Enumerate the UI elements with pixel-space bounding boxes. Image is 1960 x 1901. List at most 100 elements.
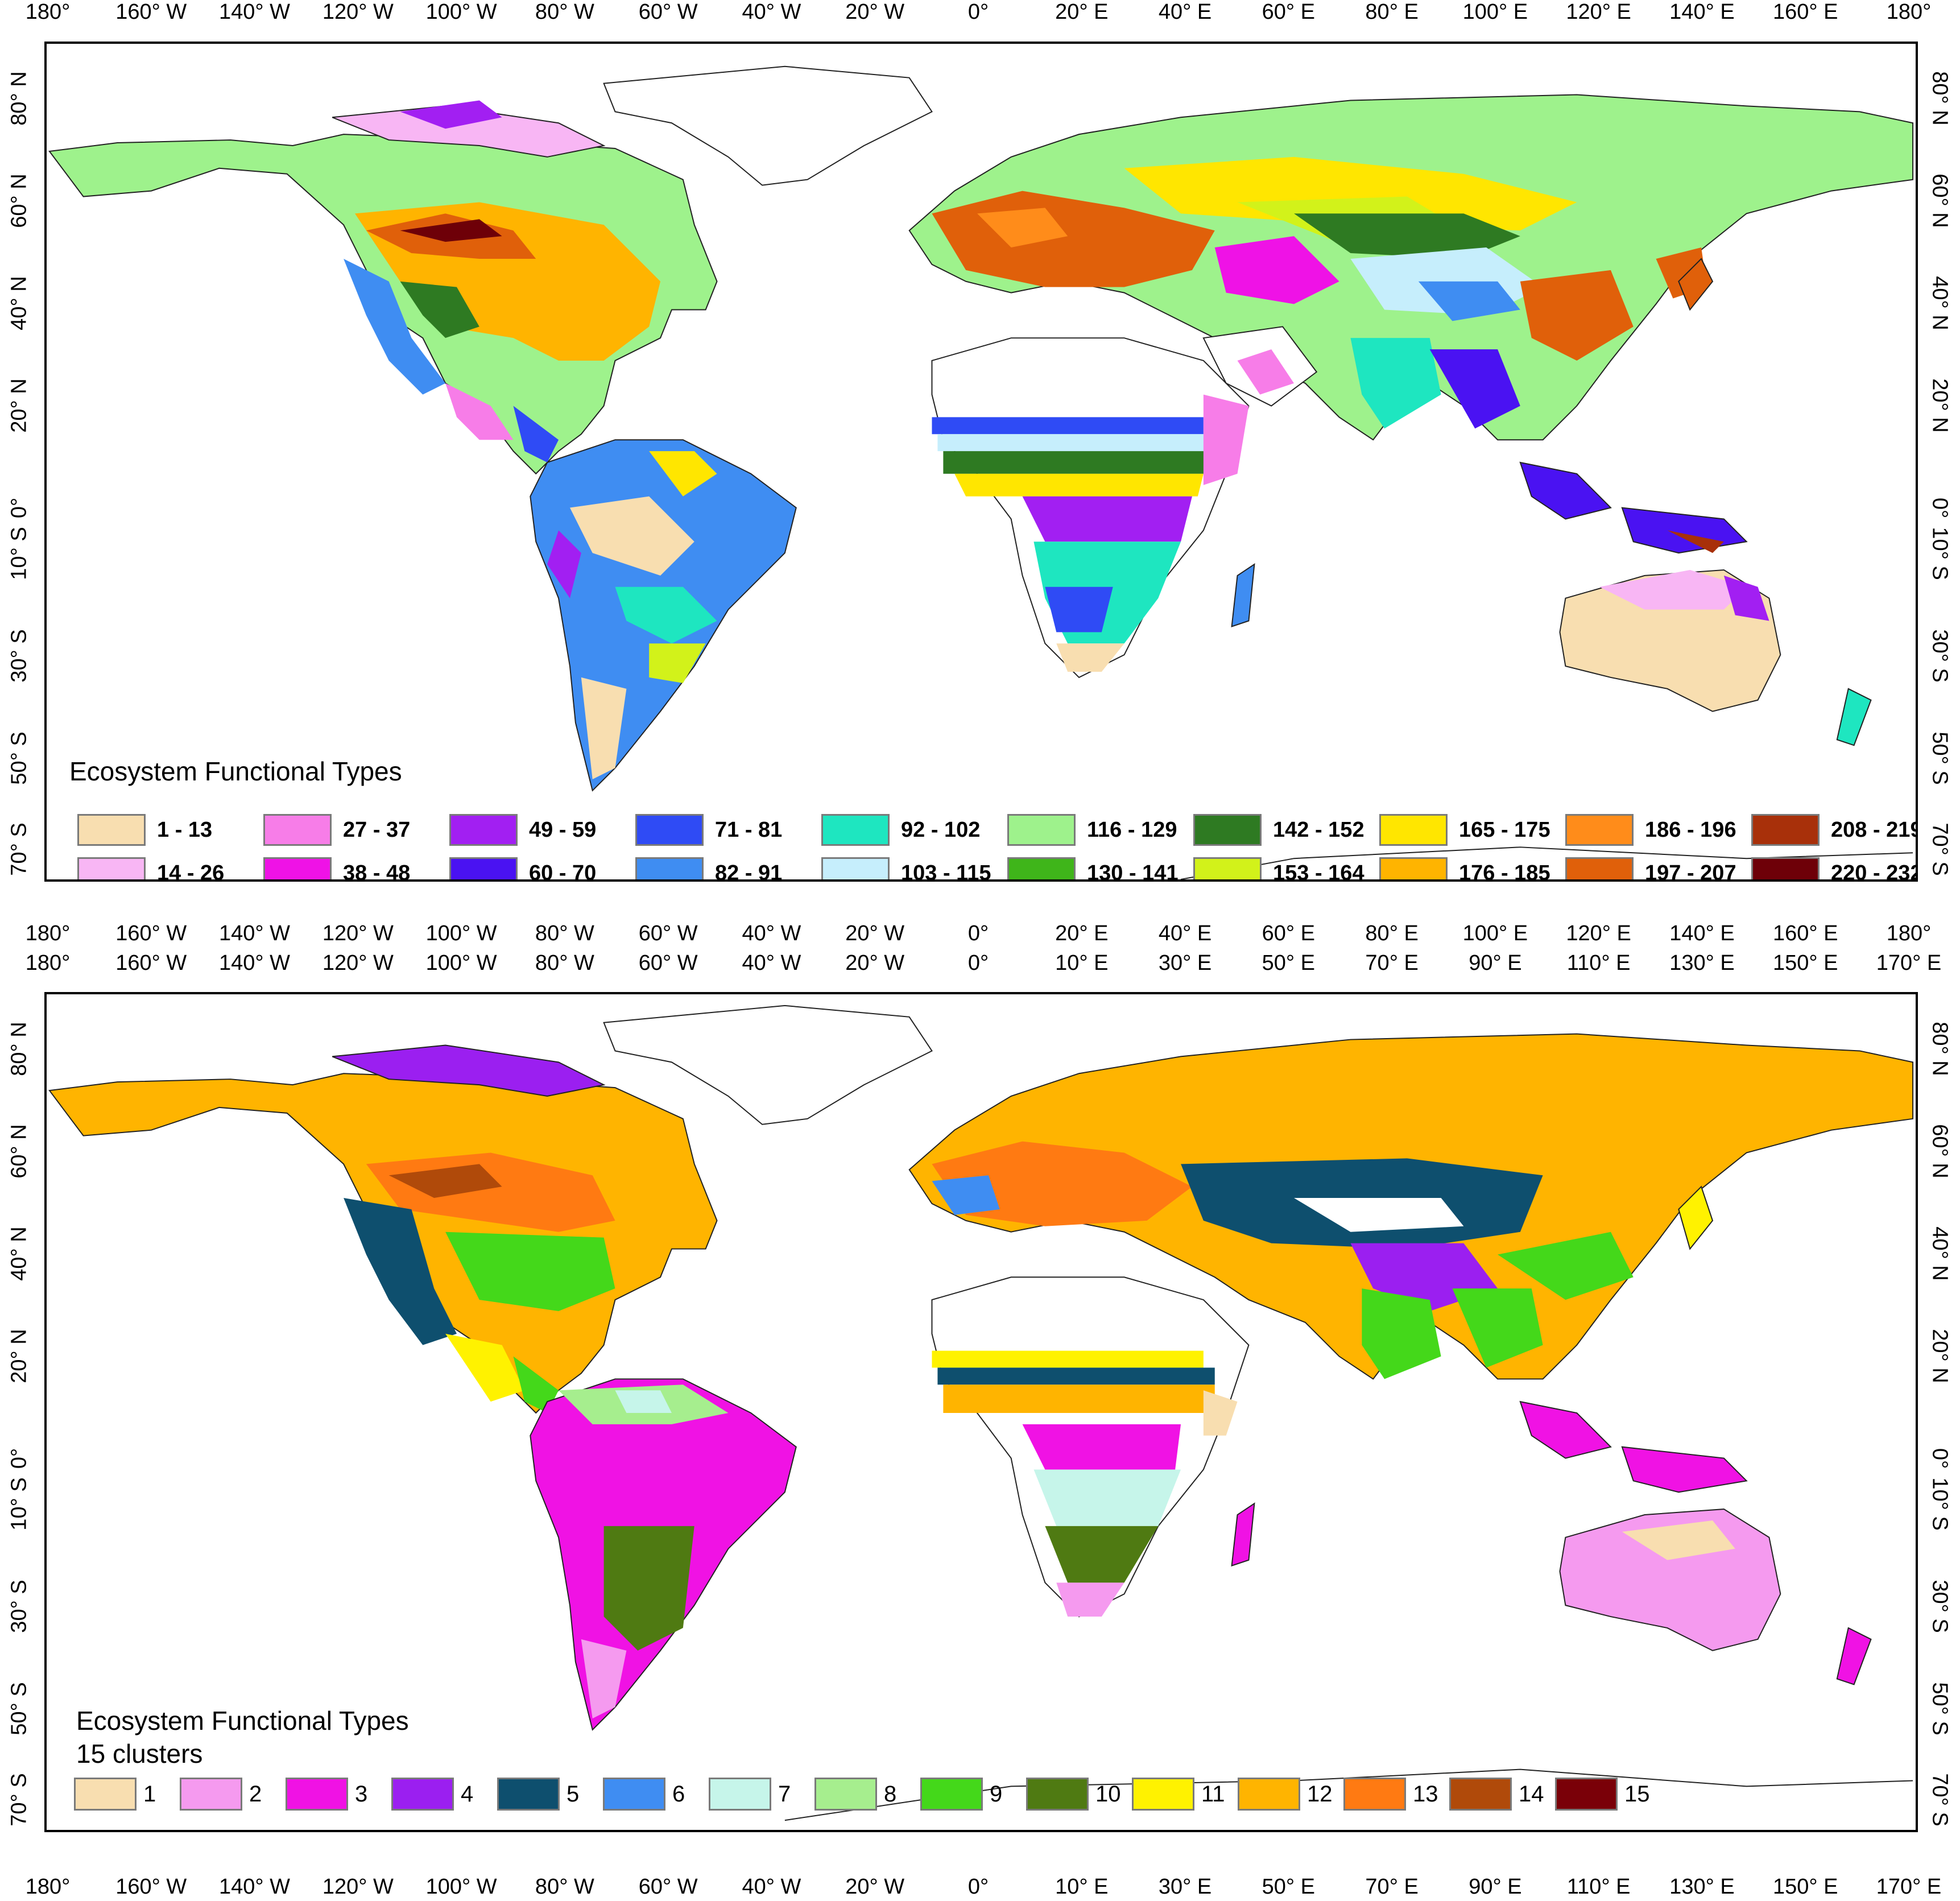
legend-item: 153 - 164 [1193,856,1379,879]
latitude-tick-label: 30° S [7,629,31,683]
legend-item: 14 [1449,1777,1555,1811]
latitude-tick-label: 30° S [1928,629,1952,683]
latitude-tick-label: 10° S [7,527,31,580]
longitude-tick-label: 60° W [638,1875,698,1899]
legend-item: 7 [709,1777,814,1811]
legend-item: 6 [603,1777,709,1811]
legend-label: 82 - 91 [715,861,783,882]
longitude-tick-label: 80° W [535,0,594,24]
longitude-tick-label: 0° [967,0,989,24]
latitude-tick-label: 30° S [1928,1580,1952,1633]
latitude-tick-label: 50° S [7,732,31,785]
longitude-tick-label: 0° [967,951,989,975]
legend-item: 208 - 219 [1751,813,1916,847]
legend-title: Ecosystem Functional Types [76,1706,409,1735]
longitude-tick-label: 40° E [1158,921,1212,945]
longitude-tick-label: 140° W [219,1875,291,1899]
longitude-tick-label: 120° W [322,951,394,975]
longitude-tick-label: 70° E [1365,1875,1419,1899]
bottom-map-panel: Ecosystem Functional Types 15 clusters 1… [44,992,1918,1832]
longitude-tick-label: 130° E [1669,1875,1735,1899]
legend-item: 49 - 59 [449,813,635,847]
legend-item: 165 - 175 [1379,813,1565,847]
legend-label: 13 [1413,1781,1438,1807]
longitude-tick-label: 180° [25,1875,71,1899]
legend-item: 1 [74,1777,180,1811]
latitude-axis-right: 80° N 60° N 40° N 20° N 0° 10° S 30° S 50° S 70°… [1920,42,1954,882]
legend-label: 116 - 129 [1087,817,1177,842]
longitude-tick-label: 120° W [322,921,394,945]
longitude-tick-label: 100° E [1462,921,1528,945]
legend-swatch [821,814,890,846]
longitude-tick-label: 160° W [115,921,187,945]
longitude-tick-label: 10° E [1055,951,1109,975]
legend-item: 9 [920,1777,1026,1811]
legend: 1 - 13 27 - 37 49 - 59 71 - 81 92 - 102 116 -… [77,813,1918,882]
legend-item: 116 - 129 [1007,813,1193,847]
legend-item: 71 - 81 [635,813,821,847]
legend-label: 5 [567,1781,580,1807]
longitude-tick-label: 100° W [425,0,497,24]
legend-label: 142 - 152 [1273,817,1364,842]
longitude-tick-label: 50° E [1262,951,1316,975]
legend-swatch [449,857,518,879]
longitude-tick-label: 170° E [1876,1875,1942,1899]
legend-label: 220 - 232 [1831,861,1918,882]
longitude-tick-label: 100° E [1462,0,1528,24]
greenland-landmass [603,1005,933,1125]
longitude-tick-label: 40° E [1158,0,1212,24]
bottom-panel-top-longitude-axis: 180° 160° W 140° W 120° W 100° W 80° W 60° W 40… [0,951,1960,976]
latitude-tick-label: 40° N [1928,1226,1952,1281]
longitude-tick-label: 90° E [1469,1875,1522,1899]
longitude-tick-label: 120° W [322,1875,394,1899]
longitude-tick-label: 0° [967,1875,989,1899]
ecosystem-functional-types-map [48,65,1914,879]
legend-item: 220 - 232 [1751,856,1918,882]
latitude-tick-label: 80° N [1928,1022,1952,1076]
bottom-longitude-axis: 180° 160° W 140° W 120° W 100° W 80° W 60° W 40… [0,1875,1960,1900]
legend-label: 4 [461,1781,474,1807]
longitude-tick-label: 110° E [1566,951,1631,975]
legend-label: 14 [1519,1781,1544,1807]
latitude-tick-label: 40° N [1928,276,1952,330]
legend-label: 15 [1624,1781,1650,1807]
latitude-tick-label: 20° N [7,378,31,433]
legend-swatch [77,814,146,846]
ecosystem-clusters-map [48,1005,1914,1821]
latitude-tick-label: 0° [7,1448,31,1469]
legend-swatch [1555,1778,1618,1811]
latitude-tick-label: 0° [1928,497,1952,519]
latitude-tick-label: 0° [1928,1448,1952,1469]
latitude-tick-label: 20° N [1928,378,1952,433]
longitude-tick-label: 20° W [845,0,905,24]
latitude-tick-label: 60° N [7,173,31,228]
latitude-axis-right: 80° N 60° N 40° N 20° N 0° 10° S 30° S 50° S 70°… [1920,992,1954,1832]
legend-label: 38 - 48 [343,861,411,882]
legend-swatch [180,1778,242,1811]
longitude-tick-label: 60° W [638,921,698,945]
legend-swatch [1238,1778,1300,1811]
longitude-tick-label: 60° E [1262,0,1316,24]
legend-swatch [391,1778,454,1811]
legend-label: 92 - 102 [901,817,981,842]
legend-swatch [635,857,704,879]
legend-swatch [920,1778,983,1811]
legend-swatch [1449,1778,1512,1811]
longitude-tick-label: 160° E [1772,0,1838,24]
legend-label: 3 [355,1781,368,1807]
longitude-tick-label: 160° W [115,1875,187,1899]
legend-swatch [1007,857,1076,879]
legend-item: 10 [1026,1777,1132,1811]
legend-item: 12 [1238,1777,1343,1811]
longitude-tick-label: 90° E [1469,951,1522,975]
latitude-tick-label: 50° S [1928,732,1952,785]
longitude-tick-label: 0° [967,921,989,945]
longitude-tick-label: 140° W [219,921,291,945]
latitude-axis-left: 80° N 60° N 40° N 20° N 0° 10° S 30° S 50° S 70°… [0,42,34,882]
latitude-tick-label: 70° S [7,1773,31,1826]
legend-swatch [709,1778,771,1811]
legend-item: 27 - 37 [263,813,449,847]
legend-swatch [1007,814,1076,846]
legend-swatch [1132,1778,1194,1811]
longitude-tick-label: 40° W [742,951,801,975]
